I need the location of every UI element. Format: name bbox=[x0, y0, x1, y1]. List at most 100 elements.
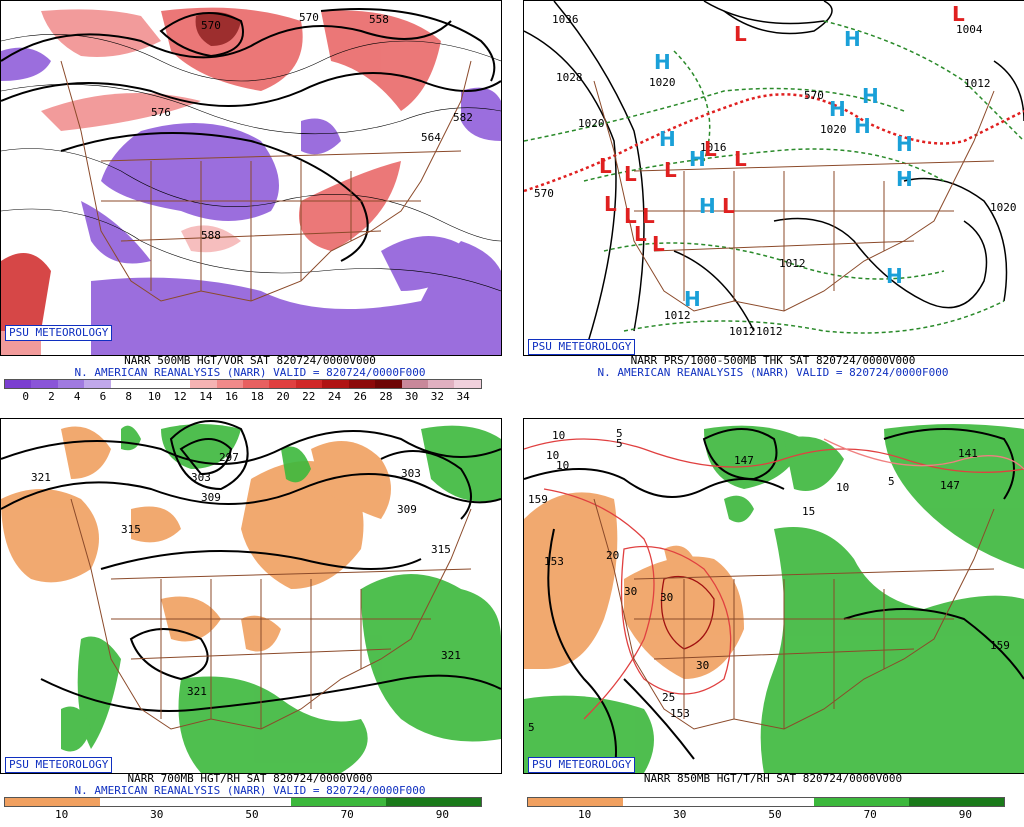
political-boundaries bbox=[593, 498, 995, 730]
contour-label: 309 bbox=[201, 491, 221, 504]
colorbar-segment bbox=[84, 380, 111, 388]
panel-title: NARR 700MB HGT/RH SAT 820724/0000V000 bbox=[127, 772, 373, 785]
high-pressure-center: H bbox=[896, 167, 913, 191]
low-pressure-center: L bbox=[664, 158, 677, 182]
contour-label: 1020 bbox=[820, 123, 847, 136]
temperature-labels: 10 10 5 10 5 15 20 30 30 30 25 10 5 5 bbox=[528, 427, 895, 734]
panel-title: NARR 850MB HGT/T/RH SAT 820724/0000V000 bbox=[643, 772, 903, 785]
height-contours bbox=[1, 420, 501, 712]
low-pressure-center: L bbox=[734, 22, 747, 46]
low-pressure-center: L bbox=[634, 222, 647, 246]
colorbar-tick-label: 4 bbox=[73, 390, 81, 403]
contour-label: 321 bbox=[187, 685, 207, 698]
temperature-contours bbox=[524, 438, 1024, 720]
high-pressure-center: H bbox=[659, 127, 676, 151]
colorbar-segment bbox=[195, 798, 291, 806]
psu-meteorology-badge: PSU METEOROLOGY bbox=[528, 339, 636, 355]
colorbar-segment bbox=[322, 380, 349, 388]
contour-label: 153 bbox=[670, 707, 690, 720]
contour-label: 564 bbox=[421, 131, 441, 144]
colorbar-segment bbox=[375, 380, 402, 388]
height-labels: 321 297 303 309 315 303 309 315 321 321 bbox=[31, 451, 461, 698]
temp-label: 5 bbox=[616, 437, 623, 450]
high-centers: H H H H H H H H H H H H bbox=[654, 27, 913, 311]
contour-label: 1016 bbox=[700, 141, 727, 154]
height-contours bbox=[524, 428, 1024, 773]
political-boundaries bbox=[70, 498, 472, 730]
height-labels: 570 558 582 588 576 564 570 bbox=[151, 11, 473, 242]
contour-label: 321 bbox=[441, 649, 461, 662]
colorbar-segment bbox=[57, 380, 85, 388]
colorbar-tick-label: 10 bbox=[577, 808, 592, 821]
map-500mb: 570 558 582 588 576 564 570 PSU METEOROL… bbox=[0, 0, 502, 356]
colorbar-tick-label: 70 bbox=[863, 808, 877, 821]
colorbar-segment bbox=[5, 380, 32, 388]
contour-label: 570 bbox=[201, 19, 221, 32]
dry-shading bbox=[1, 426, 391, 652]
low-pressure-center: L bbox=[624, 162, 637, 186]
contour-label: 1004 bbox=[956, 23, 983, 36]
colorbar-vorticity bbox=[4, 379, 482, 389]
high-pressure-center: H bbox=[699, 194, 716, 218]
colorbar-segment bbox=[295, 380, 323, 388]
contour-label: 159 bbox=[528, 493, 548, 506]
vorticity-negative-shading bbox=[1, 47, 501, 355]
temp-label: 30 bbox=[624, 585, 637, 598]
colorbar-segment bbox=[718, 798, 814, 806]
colorbar-tick-label: 24 bbox=[327, 390, 342, 403]
colorbar-tick-label: 32 bbox=[430, 390, 445, 403]
colorbar-tick-label: 14 bbox=[199, 390, 213, 403]
contour-label: 297 bbox=[219, 451, 239, 464]
psu-meteorology-badge: PSU METEOROLOGY bbox=[5, 757, 113, 773]
contour-label: 321 bbox=[31, 471, 51, 484]
pressure-contour-labels: 1036 1028 1020 1020 1012 1012 1012 1012 … bbox=[534, 13, 1017, 338]
colorbar-tick-label: 28 bbox=[379, 390, 393, 403]
colorbar-tick-label: 26 bbox=[353, 390, 367, 403]
contour-label: 1012 bbox=[964, 77, 991, 90]
map-700mb-svg: 321 297 303 309 315 303 309 315 321 321 bbox=[1, 420, 501, 773]
temp-label: 20 bbox=[606, 549, 619, 562]
colorbar-segment bbox=[623, 798, 719, 806]
colorbar-segment bbox=[31, 380, 58, 388]
psu-meteorology-badge: PSU METEOROLOGY bbox=[5, 325, 113, 341]
contour-label: 1012 bbox=[779, 257, 806, 270]
height-labels: 147 141 147 159 153 153 159 bbox=[528, 447, 1010, 720]
colorbar-segment bbox=[401, 380, 428, 388]
temp-label: 10 bbox=[836, 481, 849, 494]
colorbar-tick-label: 12 bbox=[173, 390, 187, 403]
panel-title: NARR PRS/1000-500MB THK SAT 820724/0000V… bbox=[630, 354, 916, 367]
high-pressure-center: H bbox=[829, 97, 846, 121]
contour-label: 570 bbox=[299, 11, 319, 24]
temp-label: 5 bbox=[888, 475, 895, 488]
colorbar-tick-label: 10 bbox=[147, 390, 161, 403]
map-pressure-svg: 1036 1028 1020 1020 1012 1012 1012 1012 … bbox=[524, 1, 1024, 355]
panel-subtitle: N. AMERICAN REANALYSIS (NARR) VALID = 82… bbox=[74, 366, 426, 379]
map-pressure: 1036 1028 1020 1020 1012 1012 1012 1012 … bbox=[523, 0, 1024, 356]
temp-label: 15 bbox=[802, 505, 815, 518]
panel-pressure-thickness: 1036 1028 1020 1020 1012 1012 1012 1012 … bbox=[523, 0, 1024, 409]
height-contours bbox=[1, 8, 501, 262]
colorbar-segment bbox=[528, 798, 624, 806]
colorbar-ticks: 0 2 4 6 8 10 12 14 16 18 20 22 24 26 28 30 32 34 bbox=[0, 390, 500, 403]
colorbar-tick-label: 22 bbox=[302, 390, 316, 403]
colorbar-rh bbox=[4, 797, 482, 807]
isobars bbox=[524, 1, 1024, 355]
colorbar-rh bbox=[527, 797, 1005, 807]
colorbar-tick-label: 8 bbox=[125, 390, 132, 403]
contour-label: 303 bbox=[401, 467, 421, 480]
high-pressure-center: H bbox=[886, 264, 903, 288]
contour-label: 315 bbox=[121, 523, 141, 536]
contour-label: 588 bbox=[201, 229, 221, 242]
colorbar-tick-label: 18 bbox=[250, 390, 264, 403]
colorbar-segment bbox=[269, 380, 296, 388]
low-pressure-center: L bbox=[624, 204, 637, 228]
high-pressure-center: H bbox=[844, 27, 861, 51]
contour-label: 153 bbox=[544, 555, 564, 568]
temp-label: 5 bbox=[528, 721, 535, 734]
colorbar-segment bbox=[100, 798, 196, 806]
colorbar-segment bbox=[385, 798, 481, 806]
low-pressure-center: L bbox=[604, 192, 617, 216]
colorbar-segment bbox=[137, 380, 164, 388]
colorbar-tick-label: 6 bbox=[99, 390, 107, 403]
colorbar-tick-label: 30 bbox=[673, 808, 687, 821]
